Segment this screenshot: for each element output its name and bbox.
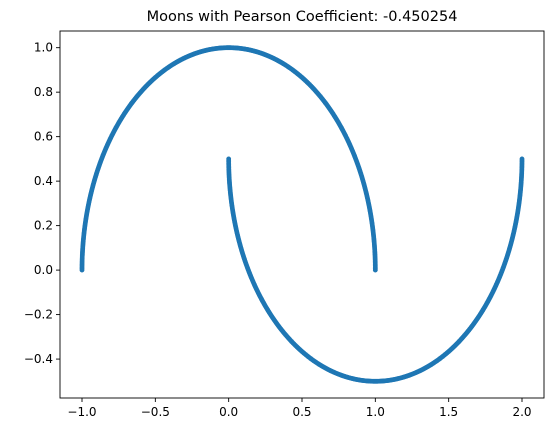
data-point — [79, 267, 85, 273]
y-tick-label: 0.0 — [34, 263, 53, 277]
x-tick-label: −0.5 — [141, 405, 170, 419]
x-tick-label: −1.0 — [67, 405, 96, 419]
y-tick-label: 0.2 — [34, 219, 53, 233]
x-tick-label: 1.5 — [439, 405, 458, 419]
data-point — [519, 156, 525, 162]
scatter-points — [79, 45, 525, 384]
chart-title: Moons with Pearson Coefficient: -0.45025… — [147, 9, 458, 25]
y-tick-label: 0.6 — [34, 130, 53, 144]
x-tick-label: 0.5 — [292, 405, 311, 419]
y-tick-label: 1.0 — [34, 41, 53, 55]
y-tick-label: −0.2 — [24, 308, 53, 322]
y-tick-label: 0.8 — [34, 85, 53, 99]
x-tick-label: 1.0 — [366, 405, 385, 419]
series-2 — [226, 156, 525, 384]
plot-frame — [59, 30, 545, 399]
x-tick-label: 0.0 — [219, 405, 238, 419]
series-1 — [79, 45, 378, 273]
x-tick-label: 2.0 — [512, 405, 531, 419]
y-tick-label: −0.4 — [24, 352, 53, 366]
axes: −1.0 −0.5 0.0 0.5 1.0 1.5 2.0 −0.4 −0.2 0.0 0.2 0.4… — [24, 30, 545, 419]
y-tick-label: 0.4 — [34, 174, 53, 188]
